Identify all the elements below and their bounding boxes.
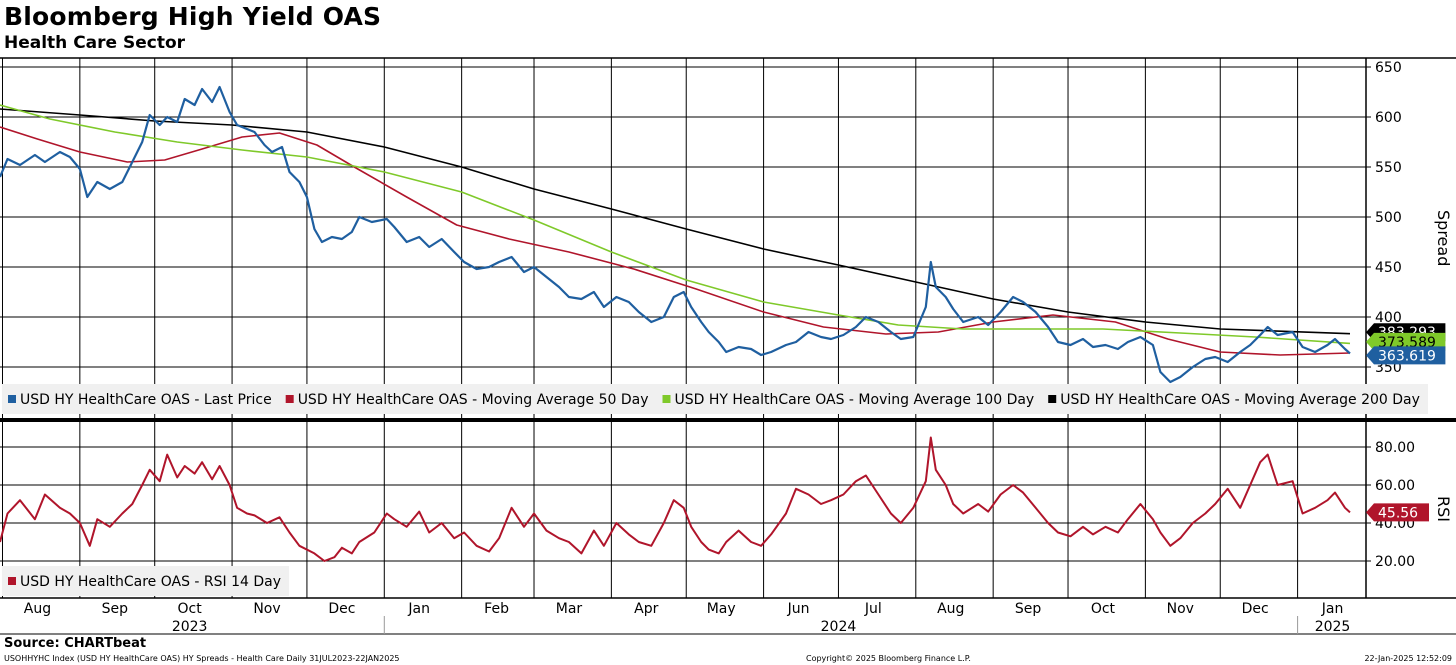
x-tick-label-month: Sep xyxy=(102,601,129,617)
x-tick-label-month: May xyxy=(707,601,736,617)
chart-subtitle: Health Care Sector xyxy=(4,33,186,53)
last-value-tag-rsi xyxy=(1366,503,1429,522)
y-tick-label-rsi: 20.00 xyxy=(1375,554,1415,570)
x-tick-label-year: 2023 xyxy=(172,619,208,635)
series-line-ma200 xyxy=(0,108,1351,335)
legend-swatch xyxy=(1048,395,1057,403)
y-tick-label-price: 500 xyxy=(1375,210,1402,226)
series-line-last-price xyxy=(0,85,1351,384)
legend-box-rsi xyxy=(2,566,290,596)
price-series xyxy=(0,85,1351,384)
x-tick-label-month: Nov xyxy=(253,601,280,617)
axis-labels: 35040045050055060065020.0040.0060.0080.0… xyxy=(24,60,1453,635)
legend-swatch xyxy=(285,395,294,403)
timestamp: 22-Jan-2025 12:52:09 xyxy=(1364,654,1452,663)
x-tick-label-month: Feb xyxy=(484,601,509,617)
gridlines xyxy=(0,58,1366,598)
ticker-line: USOHHYHC Index (USD HY HealthCare OAS) H… xyxy=(4,654,400,663)
y-tick-label-rsi: 60.00 xyxy=(1375,478,1415,494)
legend-swatch xyxy=(8,577,16,585)
copyright-note: Copyright© 2025 Bloomberg Finance L.P. xyxy=(806,654,971,663)
rsi-series xyxy=(0,436,1351,562)
y-tick-label-price: 650 xyxy=(1375,60,1402,76)
y-tick-label-price: 450 xyxy=(1375,260,1402,276)
y-tick-label-price: 600 xyxy=(1375,110,1402,126)
legend-label: USD HY HealthCare OAS - Moving Average 2… xyxy=(1060,392,1420,408)
series-line-ma100 xyxy=(0,104,1351,345)
x-tick-label-month: Mar xyxy=(556,601,583,617)
legend-label: USD HY HealthCare OAS - Moving Average 5… xyxy=(298,392,649,408)
legends: USD HY HealthCare OAS - Last Price USD HY… xyxy=(2,384,1428,596)
x-tick-label-month: Jan xyxy=(407,601,430,617)
y-tick-label-rsi: 80.00 xyxy=(1375,440,1415,456)
x-tick-label-year: 2024 xyxy=(821,619,857,635)
x-tick-label-month: Aug xyxy=(937,601,964,617)
x-tick-label-month: Jan xyxy=(1321,601,1344,617)
legend-label: USD HY HealthCare OAS - Last Price xyxy=(20,392,272,408)
x-tick-label-year: 2025 xyxy=(1315,619,1351,635)
legend-label: USD HY HealthCare OAS - RSI 14 Day xyxy=(20,574,281,590)
x-tick-label-month: Apr xyxy=(634,601,658,617)
last-value-label-rsi: 45.56 xyxy=(1378,505,1418,521)
x-tick-label-month: Oct xyxy=(1091,601,1116,617)
legend-swatch xyxy=(8,395,16,403)
last-value-label-last-price: 363.619 xyxy=(1378,348,1436,364)
series-line-ma50 xyxy=(0,126,1351,356)
legend-swatch xyxy=(662,395,671,403)
legend-label: USD HY HealthCare OAS - Moving Average 1… xyxy=(675,392,1035,408)
y-axis-title-price: Spread xyxy=(1434,210,1453,266)
source-note: Source: CHARTbeat xyxy=(4,636,147,651)
x-tick-label-month: Nov xyxy=(1167,601,1194,617)
x-tick-label-month: Jun xyxy=(787,601,810,617)
series-line-rsi xyxy=(0,436,1351,562)
x-tick-label-month: Oct xyxy=(178,601,203,617)
chart-title: Bloomberg High Yield OAS xyxy=(4,2,382,31)
chart-frame xyxy=(0,57,1456,635)
last-value-tag-last-price xyxy=(1366,346,1446,365)
y-axis-title-rsi: RSI xyxy=(1434,496,1453,522)
panel-divider xyxy=(0,418,1456,422)
y-tick-label-price: 550 xyxy=(1375,160,1402,176)
x-tick-label-month: Dec xyxy=(328,601,355,617)
y-tick-label-price: 400 xyxy=(1375,310,1402,326)
legend-box-price xyxy=(2,384,1428,414)
x-tick-label-month: Aug xyxy=(24,601,51,617)
x-tick-label-month: Jul xyxy=(864,601,882,617)
x-tick-label-month: Dec xyxy=(1242,601,1269,617)
x-tick-label-month: Sep xyxy=(1015,601,1042,617)
